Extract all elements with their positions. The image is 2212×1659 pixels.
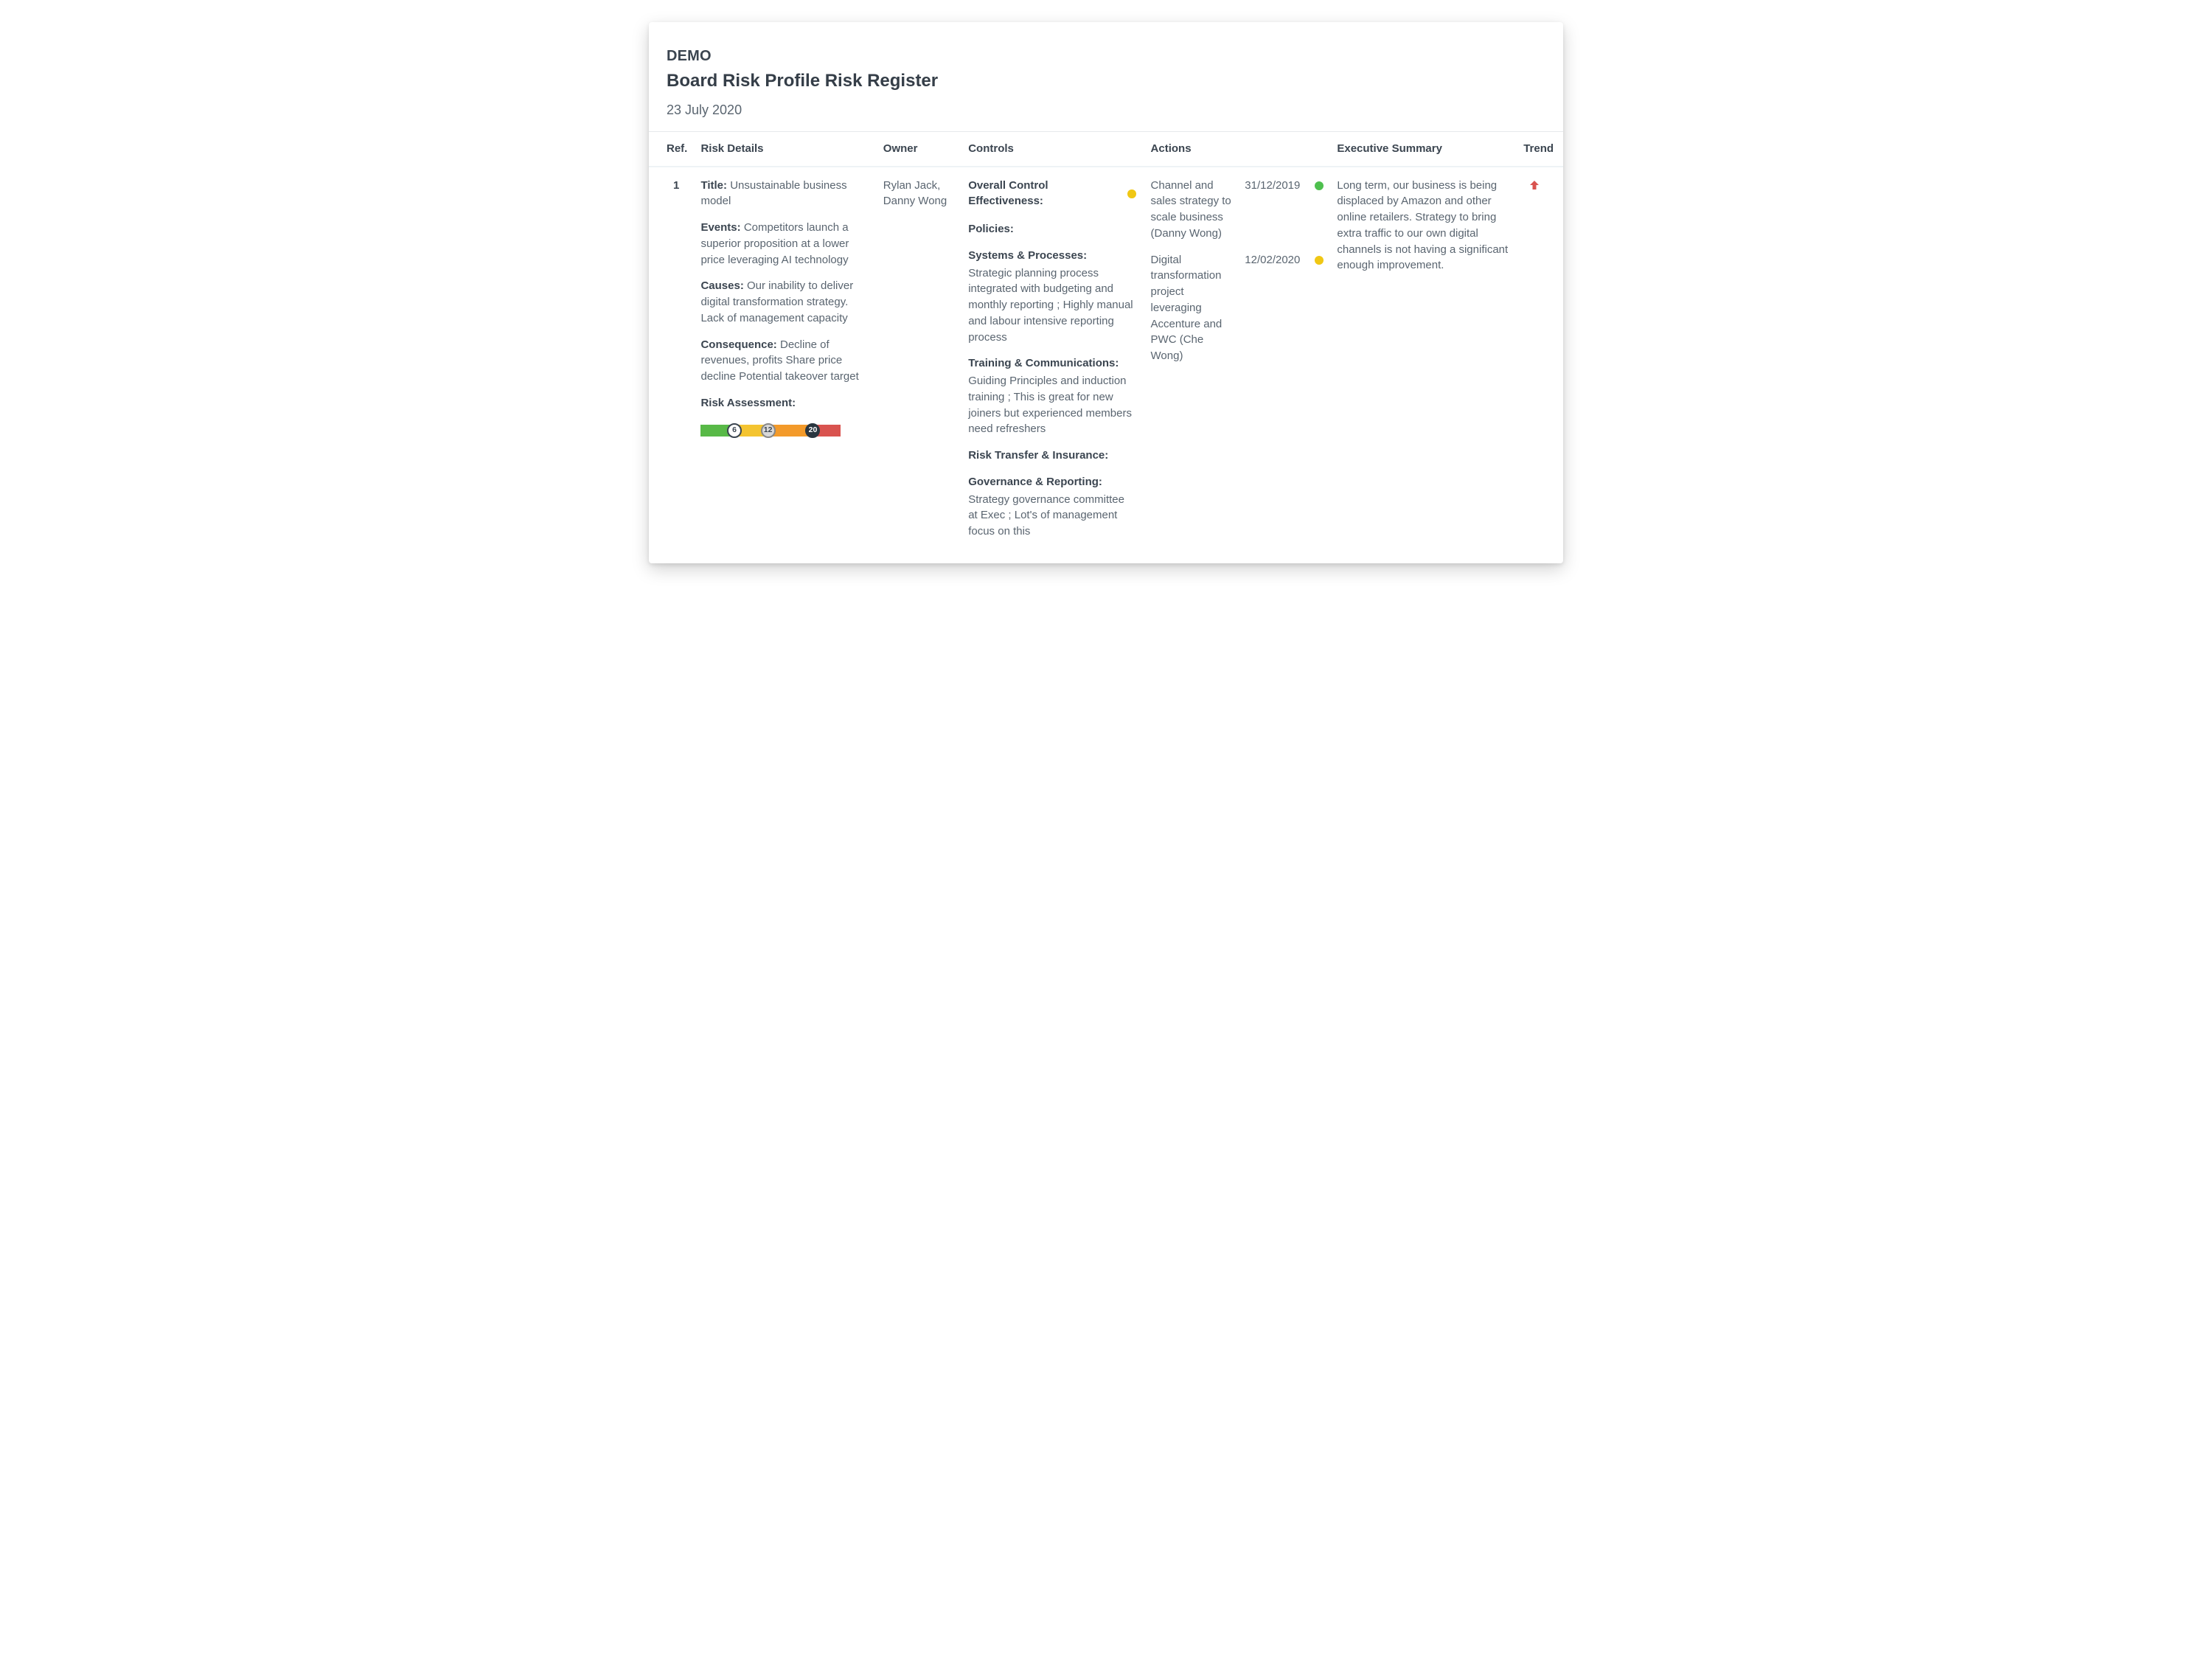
control-group-label: Training & Communications: [968, 355, 1135, 372]
value-owner: Rylan Jack, Danny Wong [883, 179, 947, 208]
control-group-text: Strategic planning process integrated wi… [968, 265, 1135, 346]
status-dot [1315, 181, 1324, 190]
control-group-label: Systems & Processes: [968, 248, 1135, 264]
control-group: Training & Communications:Guiding Princi… [968, 355, 1135, 437]
col-trend: Trend [1516, 131, 1563, 166]
label-risk-assessment: Risk Assessment: [700, 397, 796, 409]
action-date: 12/02/2020 [1245, 252, 1300, 364]
cell-risk-details: Title: Unsustainable business model Even… [693, 167, 875, 563]
control-group-label: Policies: [968, 221, 1135, 237]
risk-bar-marker: 20 [805, 423, 820, 438]
risk-register-table: Ref. Risk Details Owner Controls Actions… [649, 131, 1563, 563]
action-row: Digital transformation project leveragin… [1151, 252, 1323, 364]
action-date: 31/12/2019 [1245, 178, 1300, 242]
risk-register-card: DEMO Board Risk Profile Risk Register 23… [649, 22, 1563, 563]
control-group: Governance & Reporting: Strategy governan… [968, 474, 1135, 540]
table-header-row: Ref. Risk Details Owner Controls Actions… [649, 131, 1563, 166]
status-dot-overall [1127, 189, 1135, 198]
label-title: Title: [700, 179, 727, 192]
tag-demo: DEMO [667, 46, 1545, 67]
risk-bar-marker: 12 [761, 423, 776, 438]
action-row: Channel and sales strategy to scale busi… [1151, 178, 1323, 242]
cell-exec-summary: Long term, our business is being displac… [1329, 167, 1516, 563]
col-actions: Actions [1144, 131, 1330, 166]
value-exec-summary: Long term, our business is being displac… [1337, 179, 1508, 272]
label-overall-effectiveness: Overall Control Effectiveness: [968, 178, 1117, 210]
col-ref: Ref. [649, 131, 693, 166]
col-controls: Controls [961, 131, 1143, 166]
control-group-text: Strategy governance committee at Exec ; … [968, 492, 1135, 540]
label-causes: Causes: [700, 279, 743, 292]
control-group-text: Guiding Principles and induction trainin… [968, 373, 1135, 437]
header-block: DEMO Board Risk Profile Risk Register 23… [649, 40, 1563, 124]
control-group-label: Governance & Reporting: [968, 474, 1135, 490]
control-group: Policies: [968, 221, 1135, 237]
risk-assessment-bar: 6 12 20 [700, 422, 841, 439]
control-group: Risk Transfer & Insurance: [968, 448, 1135, 464]
label-consequence: Consequence: [700, 338, 776, 351]
action-desc: Channel and sales strategy to scale busi… [1151, 178, 1235, 242]
report-date: 23 July 2020 [667, 100, 1545, 119]
cell-controls: Overall Control Effectiveness: Policies:… [961, 167, 1143, 563]
cell-owner: Rylan Jack, Danny Wong [876, 167, 961, 563]
col-exec: Executive Summary [1329, 131, 1516, 166]
cell-trend [1516, 167, 1563, 563]
action-desc: Digital transformation project leveragin… [1151, 252, 1235, 364]
page-title: Board Risk Profile Risk Register [667, 69, 1545, 94]
label-events: Events: [700, 221, 740, 234]
status-dot [1315, 256, 1324, 265]
trend-up-icon [1528, 179, 1540, 191]
cell-actions: Channel and sales strategy to scale busi… [1144, 167, 1330, 563]
col-owner: Owner [876, 131, 961, 166]
risk-bar-marker: 6 [727, 423, 742, 438]
control-group-label: Risk Transfer & Insurance: [968, 448, 1135, 464]
control-group: Systems & Processes:Strategic planning p… [968, 248, 1135, 346]
col-risk: Risk Details [693, 131, 875, 166]
table-row: 1 Title: Unsustainable business model Ev… [649, 167, 1563, 563]
cell-ref: 1 [649, 167, 693, 563]
